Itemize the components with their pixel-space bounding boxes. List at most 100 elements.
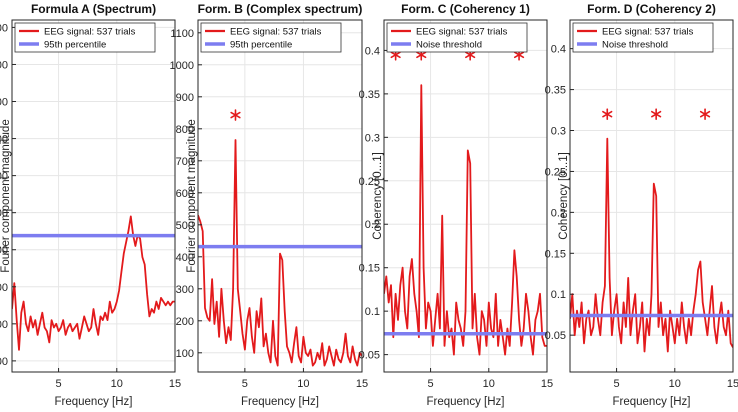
y-tick-label: 5500: [0, 208, 8, 220]
y-tick-label: 4500: [0, 282, 8, 294]
chart-panel-3: 5 10 15 0.05 0.1 0.15 0.2 0.25 0.3 0.35 0.4 Form. C…: [359, 2, 554, 408]
axes-box: [569, 19, 734, 373]
y-tick-label: 0.3: [551, 126, 566, 138]
marker-stroke: [230, 111, 241, 119]
y-tick-label: 3500: [0, 356, 8, 368]
y-tick-label: 4000: [0, 319, 8, 331]
x-tick-label: 10: [111, 378, 123, 390]
significance-marker: [230, 109, 241, 121]
y-tick-label: 7500: [0, 59, 8, 71]
legend: EEG signal: 537 trials 95th percentile: [200, 22, 342, 53]
legend-box: [386, 22, 528, 53]
legend-label: EEG signal: 537 trials: [44, 27, 136, 38]
legend-label: 95th percentile: [44, 40, 106, 51]
legend-box: [572, 22, 714, 53]
y-tick-label: 6000: [0, 171, 8, 183]
plot-background: [12, 20, 175, 372]
y-tick-label: 100: [176, 348, 194, 360]
legend-label: EEG signal: 537 trials: [602, 27, 694, 38]
y-tick-label: 400: [176, 252, 194, 264]
significance-marker: [699, 108, 711, 120]
y-tick-label: 8000: [0, 22, 8, 34]
legend-label: EEG signal: 537 trials: [416, 27, 508, 38]
y-tick-label: 6500: [0, 134, 8, 146]
chart-title: Form. C (Coherency 1): [401, 2, 530, 16]
legend-box: [200, 22, 342, 53]
y-tick-label: 0.35: [359, 89, 380, 101]
y-tick-label: 0.15: [359, 263, 380, 275]
y-tick-label: 0.35: [545, 85, 566, 97]
y-tick-label: 0.4: [365, 45, 380, 57]
x-tick-label: 15: [541, 378, 553, 390]
marker-stroke: [602, 110, 613, 118]
axes-box: [197, 19, 363, 373]
y-tick-label: 500: [176, 220, 194, 232]
y-tick-label: 0.2: [365, 219, 380, 231]
legend-label: Noise threshold: [602, 40, 668, 51]
x-tick-label: 5: [56, 378, 62, 390]
x-axis-label: Frequency [Hz]: [55, 396, 133, 408]
significance-marker: [651, 108, 662, 120]
x-axis-label: Frequency [Hz]: [427, 396, 505, 408]
y-tick-label: 0.25: [545, 166, 566, 178]
signal-line: [12, 215, 175, 351]
signal-line: [198, 139, 362, 367]
y-tick-label: 0.3: [365, 132, 380, 144]
chart-title: Form. B (Complex spectrum): [198, 2, 363, 16]
y-axis-label: Fourier component magnitude: [0, 119, 12, 272]
x-tick-label: 15: [169, 378, 181, 390]
legend-label: EEG signal: 537 trials: [230, 27, 322, 38]
y-tick-label: 0.1: [551, 289, 566, 301]
y-tick-label: 700: [176, 156, 194, 168]
signal-line: [384, 84, 547, 356]
plot-area: [384, 84, 547, 356]
plot-area: [12, 215, 175, 351]
marker-stroke: [390, 51, 401, 59]
plot-area: [198, 139, 362, 367]
marker-stroke: [465, 51, 476, 59]
signal-line: [570, 137, 733, 353]
axes-box: [383, 19, 548, 373]
y-tick-label: 800: [176, 124, 194, 136]
y-tick-label: 0.1: [365, 306, 380, 318]
x-tick-label: 15: [727, 378, 738, 390]
y-axis-label: Coherency [0...1]: [372, 152, 384, 240]
y-axis-label: Coherency [0...1]: [558, 152, 570, 240]
legend: EEG signal: 537 trials Noise threshold: [386, 22, 528, 53]
significance-marker: [602, 108, 613, 120]
axes-box: [11, 19, 176, 373]
chart-title: Form. D (Coherency 2): [587, 2, 716, 16]
y-tick-label: 0.25: [359, 176, 380, 188]
legend: EEG signal: 537 trials Noise threshold: [572, 22, 714, 53]
y-tick-label: 300: [176, 284, 194, 296]
y-tick-label: 1100: [170, 28, 194, 40]
legend-box: [14, 22, 156, 53]
y-tick-label: 600: [176, 188, 194, 200]
y-tick-label: 1000: [170, 60, 194, 72]
y-tick-label: 900: [176, 92, 194, 104]
y-tick-label: 0.4: [551, 44, 566, 56]
legend: EEG signal: 537 trials 95th percentile: [14, 22, 156, 53]
legend-label: 95th percentile: [230, 40, 292, 51]
y-axis-label: Fourier component magnitude: [186, 119, 198, 272]
x-tick-label: 10: [483, 378, 495, 390]
marker-stroke: [416, 51, 427, 59]
y-tick-label: 0.2: [551, 207, 566, 219]
y-tick-label: 200: [176, 316, 194, 328]
chart-title: Formula A (Spectrum): [31, 2, 156, 16]
x-tick-label: 5: [242, 378, 248, 390]
x-axis-label: Frequency [Hz]: [613, 396, 691, 408]
x-tick-label: 5: [614, 378, 620, 390]
x-tick-label: 10: [669, 378, 681, 390]
marker-stroke: [699, 110, 711, 118]
marker-stroke: [513, 51, 525, 59]
chart-panel-2: 5 10 15 100 200 300 400 500 600 700 800 900 1000 1100…: [170, 2, 369, 408]
y-tick-label: 0.15: [545, 248, 566, 260]
marker-stroke: [651, 110, 662, 118]
y-tick-label: 7000: [0, 97, 8, 109]
plot-area: [570, 137, 733, 353]
y-tick-label: 0.05: [545, 330, 566, 342]
